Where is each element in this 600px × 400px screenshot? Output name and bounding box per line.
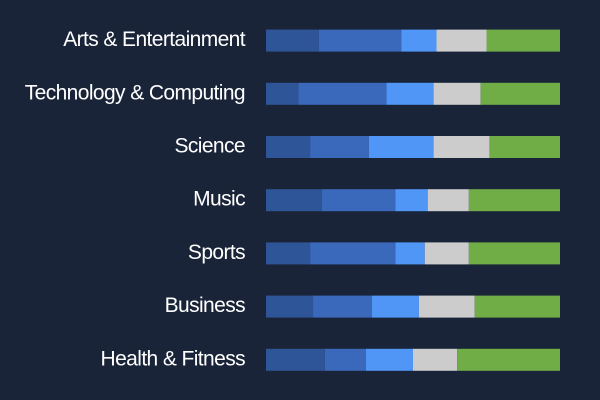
bar-segment: [489, 136, 560, 158]
bar-segment: [310, 242, 396, 265]
bar-segment: [468, 242, 560, 265]
category-label: Music: [193, 188, 245, 211]
bar-segment: [457, 348, 560, 371]
category-label: Health & Fitness: [101, 347, 246, 370]
bar-segment: [266, 242, 311, 265]
bar-segment: [266, 136, 311, 158]
bar-segment: [424, 242, 469, 265]
bar-segment: [401, 29, 437, 52]
bar-segment: [395, 189, 428, 212]
bar-segment: [266, 189, 322, 212]
bar-segment: [480, 82, 560, 105]
bar-segment: [418, 295, 475, 318]
bar-segment: [468, 189, 560, 212]
bar-segment: [318, 29, 402, 52]
bar-segment: [474, 295, 560, 318]
bar-segment: [324, 348, 366, 371]
bar-segment: [395, 242, 425, 265]
bar-segment: [386, 82, 434, 105]
category-label: Sports: [188, 241, 245, 264]
bar-segment: [266, 29, 319, 52]
bar-segment: [310, 136, 369, 158]
category-label: Science: [174, 135, 245, 158]
category-label: Business: [165, 294, 246, 317]
bar-segment: [433, 136, 490, 158]
bar-segment: [486, 29, 560, 52]
bar-segment: [313, 295, 372, 318]
bar-segment: [365, 348, 413, 371]
bar-segment: [266, 82, 299, 105]
bar-segment: [371, 295, 419, 318]
category-label: Arts & Entertainment: [63, 28, 246, 51]
bar-segment: [427, 189, 469, 212]
bar-segment: [266, 348, 325, 371]
bar-segment: [321, 189, 396, 212]
bar-segment: [436, 29, 487, 52]
category-label: Technology & Computing: [25, 81, 245, 104]
bar-segment: [266, 295, 314, 318]
bar-segment: [433, 82, 481, 105]
bar-segment: [298, 82, 387, 105]
bar-segment: [368, 136, 434, 158]
bar-segment: [413, 348, 458, 371]
